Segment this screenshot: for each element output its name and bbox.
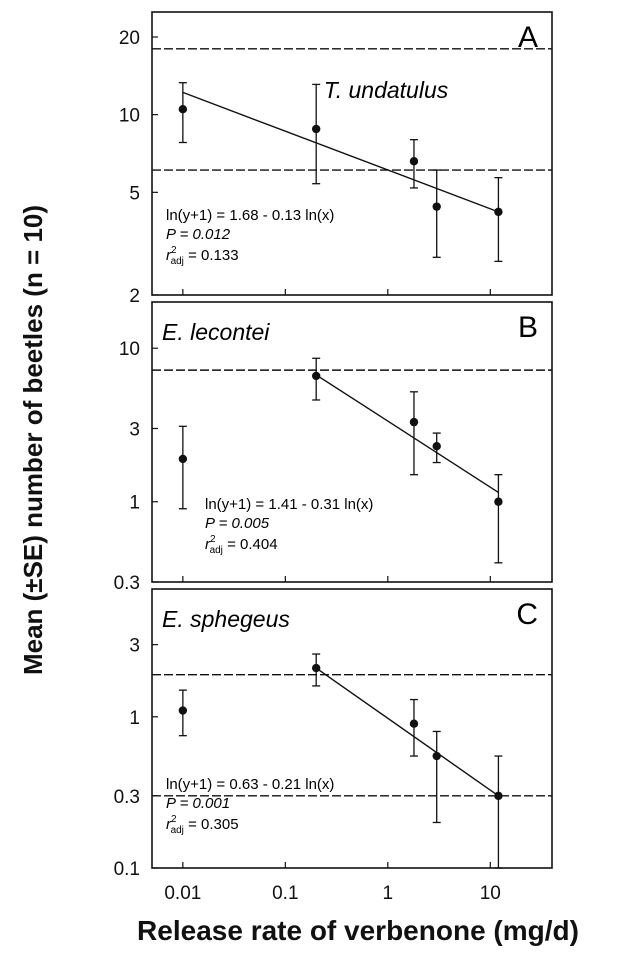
y-tick-label: 0.3 (114, 573, 140, 594)
regression-equation: ln(y+1) = 1.41 - 0.31 ln(x) (205, 496, 373, 513)
data-point (409, 417, 419, 427)
data-point (432, 202, 441, 211)
fit-line (315, 374, 499, 493)
y-tick-label: 1 (129, 708, 140, 729)
y-tick-label: 10 (119, 106, 140, 127)
data-point (494, 207, 503, 217)
y-tick-label: 3 (129, 636, 140, 657)
data-point (311, 371, 321, 381)
data-point (432, 751, 441, 761)
species-label: E. lecontei (162, 319, 270, 345)
x-tick-label: 0.01 (164, 883, 201, 904)
panel-b: 0.3 1 3 10 B E. lecontei ln(y+1) = 1.41 - 0.31… (114, 301, 553, 594)
data-point (494, 497, 503, 506)
y-tick-label: 10 (119, 339, 140, 360)
x-tick-label: 10 (480, 883, 501, 904)
panel-letter: C (516, 598, 538, 631)
r-squared: r2 adj = 0.305 (166, 814, 239, 836)
data-point (178, 105, 188, 114)
y-axis-label: Mean (±SE) number of beetles (n = 10) (18, 205, 48, 675)
species-label: E. sphegeus (162, 606, 290, 632)
regression-equation: ln(y+1) = 0.63 - 0.21 ln(x) (166, 776, 334, 793)
y-tick-label: 5 (129, 183, 140, 204)
data-point (494, 791, 503, 801)
data-point (311, 663, 321, 673)
species-label: T. undatulus (324, 77, 449, 103)
data-point (409, 157, 419, 166)
data-point (432, 441, 441, 451)
panel-c: 0.1 0.3 1 3 0.01 0.1 1 10 C E. sphegeus ln(y+1) = … (114, 588, 553, 904)
y-tick-label: 3 (129, 419, 140, 440)
data-point (409, 719, 419, 728)
p-value: P = 0.012 (166, 226, 231, 243)
r-squared: r2 adj = 0.404 (205, 534, 278, 556)
panel-letter: A (518, 21, 538, 54)
panel-frame (151, 588, 553, 869)
data-point (178, 706, 188, 715)
y-tick-label: 2 (129, 286, 140, 307)
r-squared: r2 adj = 0.133 (166, 245, 239, 267)
p-value: P = 0.001 (166, 795, 230, 812)
x-axis-label: Release rate of verbenone (mg/d) (137, 915, 579, 946)
fit-line (315, 667, 499, 797)
data-point (311, 124, 321, 134)
y-tick-label: 0.3 (114, 787, 140, 808)
panel-letter: B (518, 311, 538, 344)
y-tick-label: 0.1 (114, 859, 140, 880)
p-value: P = 0.005 (205, 515, 270, 532)
data-point (178, 454, 188, 464)
y-tick-label: 1 (129, 493, 140, 514)
x-tick-label: 1 (383, 883, 394, 904)
y-tick-label: 20 (119, 28, 140, 49)
fit-line (182, 91, 499, 213)
x-tick-label: 0.1 (272, 883, 298, 904)
regression-equation: ln(y+1) = 1.68 - 0.13 ln(x) (166, 207, 334, 224)
panel-frame (151, 11, 553, 296)
panel-frame (151, 301, 553, 583)
panel-a: 2 5 10 20 A T. undatulus ln(y+1) = 1.68 - 0.13… (119, 11, 553, 307)
